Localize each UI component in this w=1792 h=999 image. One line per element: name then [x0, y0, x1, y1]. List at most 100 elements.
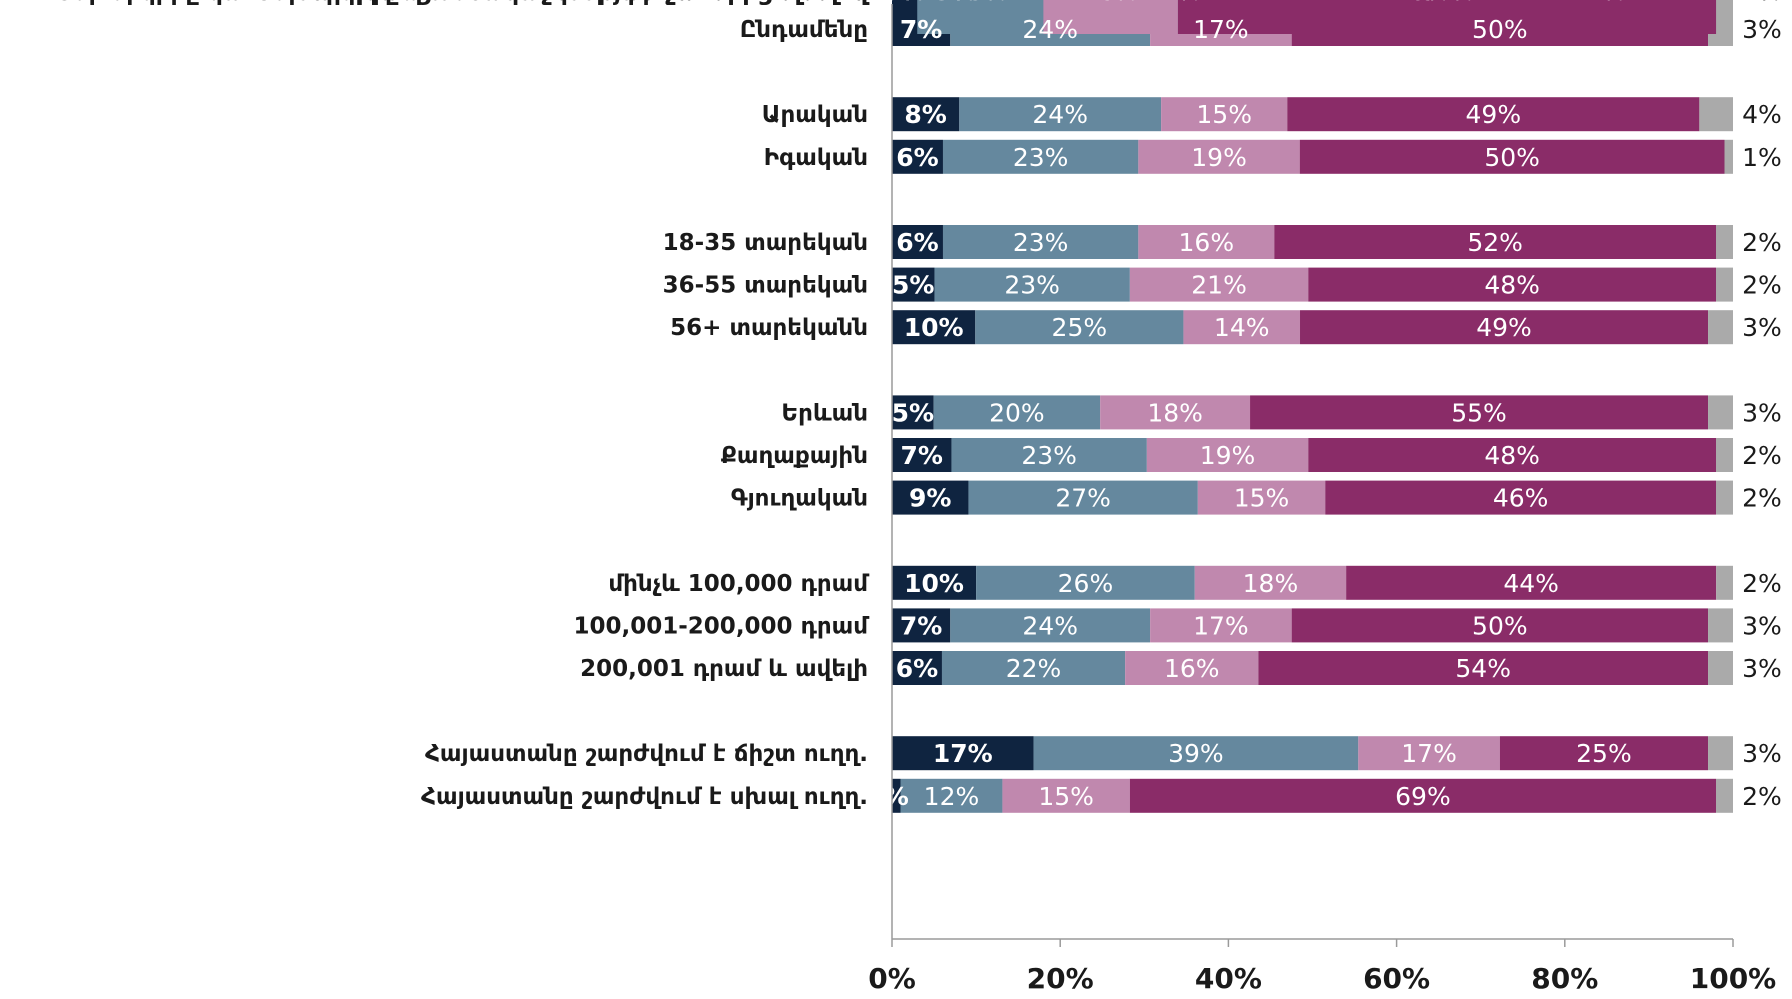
- data-label: 15%: [1038, 782, 1094, 811]
- bar-segment: [1250, 395, 1709, 430]
- data-label: 27%: [1055, 484, 1111, 513]
- bar-segment: [892, 736, 1034, 771]
- data-label-remainder: 2%: [1742, 782, 1782, 811]
- data-label: 17%: [1193, 611, 1249, 640]
- data-label: 55%: [1451, 398, 1507, 427]
- bar-segment: [1716, 225, 1733, 259]
- data-label-remainder: 2%: [1742, 441, 1782, 470]
- data-label: 15%: [1234, 484, 1290, 513]
- data-label-remainder: 2%: [1742, 484, 1782, 513]
- data-label: 48%: [1484, 441, 1540, 470]
- bar-segment: [1291, 608, 1709, 643]
- data-label-remainder: 4%: [1742, 100, 1782, 129]
- data-label-remainder: 3%: [1742, 398, 1782, 427]
- bar-segment: [968, 480, 1198, 515]
- category-label: Երևան: [781, 400, 868, 426]
- data-label: 50%: [1472, 611, 1528, 640]
- bar-segment: [1708, 310, 1733, 345]
- bar-segment: [1708, 651, 1733, 685]
- x-tick-label: 20%: [1027, 962, 1094, 995]
- bar-segment: [1043, 0, 1178, 34]
- bar-segment: [1358, 736, 1500, 771]
- category-label: Քաղաքային: [721, 443, 868, 469]
- data-label: 7%: [901, 441, 943, 470]
- data-label: 23%: [1013, 143, 1069, 172]
- data-label: 3%: [883, 0, 925, 6]
- data-label-remainder: 2%: [1742, 569, 1782, 598]
- data-label: 54%: [1455, 654, 1511, 683]
- data-label-remainder: 3%: [1742, 739, 1782, 768]
- x-tick-label: 40%: [1195, 962, 1262, 995]
- category-label: Իգական: [764, 145, 868, 171]
- bar-segment: [950, 608, 1151, 643]
- category-label: Գյուղական: [731, 486, 868, 512]
- data-label: 26%: [1058, 569, 1114, 598]
- bar-segment: [1716, 778, 1733, 813]
- data-label: 16%: [1179, 228, 1235, 257]
- bar-segment: [1033, 736, 1359, 771]
- bar-segment: [1699, 97, 1733, 132]
- bar-segment: [1724, 139, 1733, 174]
- data-label: 23%: [1013, 228, 1069, 257]
- category-label: Մեր երկիրը կառ. է որոշ խմբերի շահերից ել…: [256, 0, 871, 6]
- bar-segment: [1146, 438, 1309, 472]
- bar-segment: [1716, 0, 1733, 34]
- category-label: մինչև 100,000 դրամ: [608, 571, 870, 597]
- data-label: 16%: [1164, 654, 1220, 683]
- x-axis: 0% 20% 40% 60% 80% 100%: [868, 4, 1776, 995]
- bar-segment: [1138, 139, 1300, 174]
- bar-segment: [942, 225, 1139, 259]
- data-label: 17%: [1401, 739, 1457, 768]
- data-label: 69%: [1395, 782, 1451, 811]
- bar-segment: [1716, 267, 1733, 302]
- data-label: 46%: [1493, 484, 1549, 513]
- data-label-remainder: 3%: [1742, 654, 1782, 683]
- data-label: 18%: [1243, 569, 1299, 598]
- category-label: Ընդամենը: [740, 17, 868, 43]
- bar-segment: [892, 608, 951, 643]
- bar-segment: [1258, 651, 1709, 685]
- bar-segment: [934, 267, 1130, 302]
- data-label: 39%: [1168, 739, 1224, 768]
- x-tick-label: 0%: [868, 962, 916, 995]
- bar-segment: [1287, 97, 1700, 132]
- bar-segment: [1346, 565, 1717, 600]
- data-label: 6%: [896, 143, 938, 172]
- bar-segment: [892, 480, 969, 515]
- bar-segment: [892, 395, 934, 430]
- data-label: 12%: [924, 782, 980, 811]
- data-label-remainder: 2%: [1742, 271, 1782, 300]
- data-label: 18%: [1147, 398, 1203, 427]
- data-label: 48%: [1484, 271, 1540, 300]
- labels-layer: Ընդամենը 7% 24% 17% 50% 3% Արական 8% 24% 15% 49% 4%…: [56, 0, 1782, 811]
- bar-segment: [933, 395, 1101, 430]
- data-label: 17%: [1193, 15, 1249, 44]
- data-label: 21%: [1191, 271, 1247, 300]
- data-label-remainder: 1%: [1742, 143, 1782, 172]
- data-label: 50%: [1472, 15, 1528, 44]
- data-label: 24%: [1571, 0, 1627, 6]
- category-label: 18-35 տարեկան: [663, 230, 868, 256]
- bar-segment: [975, 310, 1184, 345]
- data-label: 24%: [1022, 15, 1078, 44]
- bar-segment: [892, 97, 960, 132]
- data-label-remainder: 3%: [1742, 611, 1782, 640]
- data-label: 20%: [989, 398, 1045, 427]
- data-label: 64%: [1419, 0, 1475, 6]
- data-label: 23%: [1021, 441, 1077, 470]
- data-label: 22%: [1006, 654, 1062, 683]
- data-label: %: [884, 782, 909, 811]
- x-tick-label: 60%: [1363, 962, 1430, 995]
- bar-segment: [1100, 395, 1251, 430]
- data-label: 52%: [1467, 228, 1523, 257]
- bar-segment: [1299, 139, 1725, 174]
- category-label: Մեր երկիրը կառ. է մարդկանց մեծամասնությա…: [56, 0, 870, 6]
- data-label: 50%: [1484, 143, 1540, 172]
- bar-segment: [1274, 225, 1717, 259]
- bar-segment: [1177, 0, 1717, 34]
- data-label: 13%: [917, 0, 977, 6]
- data-label-remainder: 2%: [1742, 0, 1782, 6]
- bar-segment: [1308, 267, 1717, 302]
- bar-segment: [942, 139, 1139, 174]
